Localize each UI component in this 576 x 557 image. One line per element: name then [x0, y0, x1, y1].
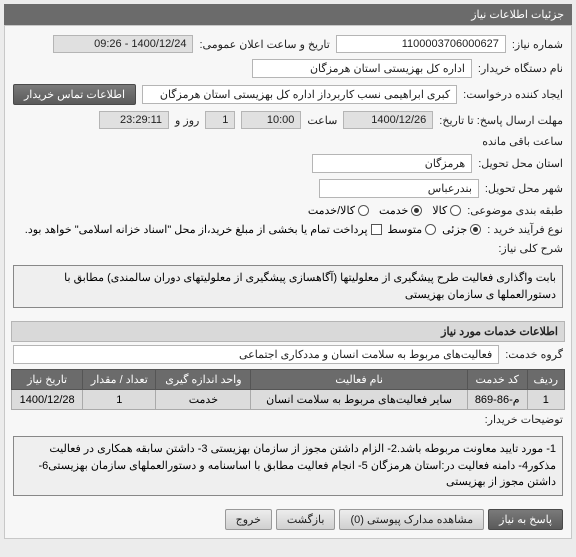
svc-group-value: فعالیت‌های مربوط به سلامت انسان و مددکار…: [13, 345, 499, 364]
need-no-value: 1100003706000627: [336, 35, 506, 53]
buyer-note-label: توضیحات خریدار:: [485, 413, 563, 426]
buyer-org-label: نام دستگاه خریدار:: [478, 62, 563, 75]
budget-label: طبقه بندی موضوعی:: [467, 204, 563, 217]
deadline-time: 10:00: [241, 111, 301, 129]
col-unit: واحد اندازه گیری: [156, 370, 251, 390]
remain-label: ساعت باقی مانده: [482, 135, 563, 148]
desc-box: بابت واگذاری فعالیت طرح پیشگیری از معلول…: [13, 265, 563, 308]
announce-value: 1400/12/24 - 09:26: [53, 35, 193, 53]
col-row: ردیف: [527, 370, 564, 390]
budget-radio-group: کالا خدمت کالا/خدمت: [308, 204, 461, 217]
radio-icon: [411, 205, 422, 216]
cell-code: م-86-869: [467, 390, 527, 410]
radio-icon: [425, 224, 436, 235]
checkbox-icon: [371, 224, 382, 235]
deliver-state-value: هرمزگان: [312, 154, 472, 173]
svc-group-label: گروه خدمت:: [505, 348, 563, 361]
deliver-city-value: بندرعباس: [319, 179, 479, 198]
radio-icon: [470, 224, 481, 235]
radio-icon: [358, 205, 369, 216]
col-code: کد خدمت: [467, 370, 527, 390]
budget-khadamat-label: خدمت: [379, 204, 408, 217]
col-name: نام فعالیت: [251, 370, 468, 390]
budget-kala[interactable]: کالا: [432, 204, 461, 217]
cell-name: سایر فعالیت‌های مربوط به سلامت انسان: [251, 390, 468, 410]
contact-buyer-button[interactable]: اطلاعات تماس خریدار: [13, 84, 136, 105]
services-info-header: اطلاعات خدمات مورد نیاز: [11, 321, 565, 342]
deadline-label: مهلت ارسال پاسخ: تا تاریخ:: [439, 114, 563, 127]
exit-button[interactable]: خروج: [225, 509, 272, 530]
col-date: تاریخ نیاز: [12, 370, 83, 390]
cell-unit: خدمت: [156, 390, 251, 410]
saat-label-1: ساعت: [307, 114, 337, 127]
proc-jozi[interactable]: جزئی: [442, 223, 481, 236]
deadline-days: 1: [205, 111, 235, 129]
proc-note-cb[interactable]: پرداخت تمام یا بخشی از مبلغ خرید،از محل …: [25, 223, 382, 236]
desc-label: شرح کلی نیاز:: [498, 242, 563, 255]
budget-khadamat[interactable]: خدمت: [379, 204, 422, 217]
requester-label: ایجاد کننده درخواست:: [463, 88, 563, 101]
answer-button[interactable]: پاسخ به نیاز: [488, 509, 563, 530]
cell-date: 1400/12/28: [12, 390, 83, 410]
cell-row: 1: [527, 390, 564, 410]
budget-kalakhad-label: کالا/خدمت: [308, 204, 355, 217]
services-table: ردیف کد خدمت نام فعالیت واحد اندازه گیری…: [11, 369, 565, 410]
budget-kala-label: کالا: [432, 204, 447, 217]
deliver-state-label: استان محل تحویل:: [478, 157, 563, 170]
rooz-label: روز و: [175, 114, 199, 127]
need-no-label: شماره نیاز:: [512, 38, 563, 51]
proc-note-label: پرداخت تمام یا بخشی از مبلغ خرید،از محل …: [25, 223, 368, 236]
proc-jozi-label: جزئی: [442, 223, 467, 236]
buyer-note-box: 1- مورد تایید معاونت مربوطه باشد.2- الزا…: [13, 436, 563, 496]
table-header-row: ردیف کد خدمت نام فعالیت واحد اندازه گیری…: [12, 370, 565, 390]
table-row[interactable]: 1 م-86-869 سایر فعالیت‌های مربوط به سلام…: [12, 390, 565, 410]
announce-label: تاریخ و ساعت اعلان عمومی:: [199, 38, 329, 51]
col-qty: تعداد / مقدار: [83, 370, 156, 390]
radio-icon: [450, 205, 461, 216]
cell-qty: 1: [83, 390, 156, 410]
proc-label: نوع فرآیند خرید :: [487, 223, 563, 236]
attachments-button[interactable]: مشاهده مدارک پیوستی (0): [339, 509, 484, 530]
proc-mot[interactable]: متوسط: [388, 223, 437, 236]
panel-title: جزئیات اطلاعات نیاز: [4, 4, 572, 25]
countdown: 23:29:11: [99, 111, 169, 129]
buyer-org-value: اداره کل بهزیستی استان هرمزگان: [252, 59, 472, 78]
panel-body: شماره نیاز: 1100003706000627 تاریخ و ساع…: [4, 25, 572, 539]
proc-mot-label: متوسط: [388, 223, 423, 236]
bottom-toolbar: پاسخ به نیاز مشاهده مدارک پیوستی (0) باز…: [11, 503, 565, 532]
back-button[interactable]: بازگشت: [276, 509, 336, 530]
requester-value: کبری ابراهیمی نسب کاربرداز اداره کل بهزی…: [142, 85, 457, 104]
deliver-city-label: شهر محل تحویل:: [485, 182, 563, 195]
deadline-date: 1400/12/26: [343, 111, 433, 129]
budget-kalakhad[interactable]: کالا/خدمت: [308, 204, 369, 217]
